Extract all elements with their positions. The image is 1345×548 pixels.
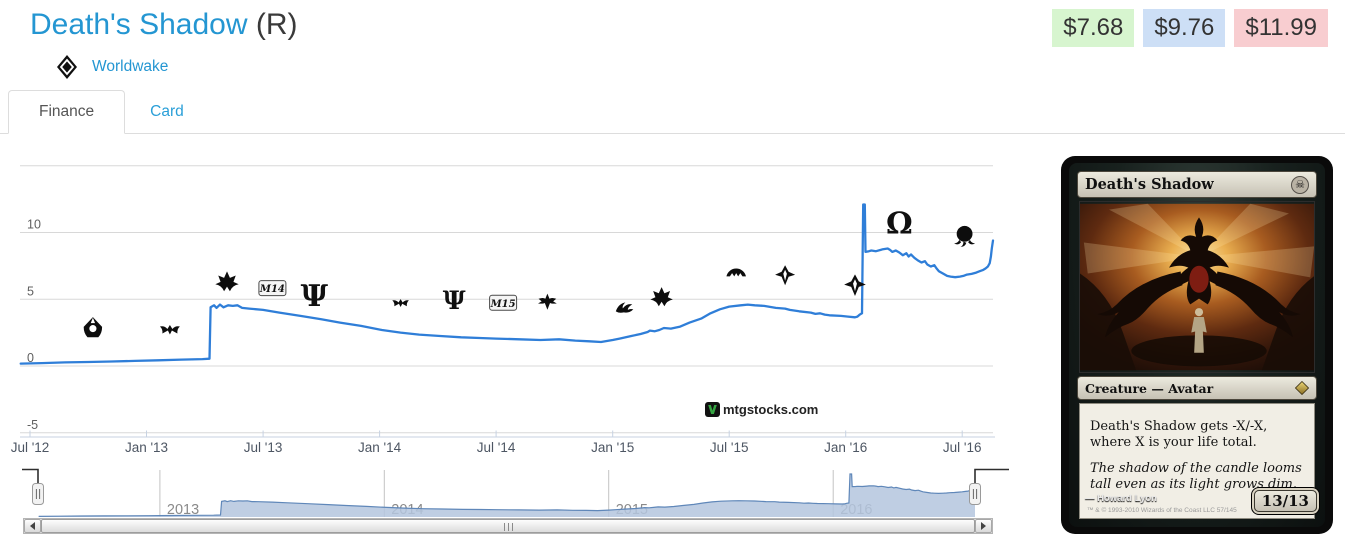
y-axis-label: 5 <box>27 284 34 298</box>
navigator-year-label: 2013 <box>167 502 199 518</box>
svg-text:M14: M14 <box>259 284 285 295</box>
set-release-icon-gatecrash <box>159 325 180 335</box>
card-artist-credit: — Howard Lyon <box>1085 493 1157 504</box>
x-axis-label: Jan '14 <box>358 440 402 455</box>
set-release-icon-battle-for-zendikar <box>775 265 796 286</box>
card-title: Death's Shadow <box>1085 176 1214 193</box>
card-flavor-text: The shadow of the candle looms tall even… <box>1090 460 1302 492</box>
card-rules-text: Death's Shadow gets -X/-X, where X is yo… <box>1090 419 1268 450</box>
left-arrow-icon <box>30 522 35 530</box>
rarity-label: (R) <box>255 8 298 41</box>
card-type-bar: Creature — Avatar <box>1077 376 1317 400</box>
x-axis-label: Jan '15 <box>591 440 634 455</box>
x-axis-label: Jul '13 <box>244 440 283 455</box>
worldwake-set-icon <box>56 54 78 80</box>
x-axis-label: Jan '16 <box>824 440 867 455</box>
tab-bar: Finance Card <box>0 88 1345 134</box>
card-power-toughness: 13/13 <box>1253 490 1317 512</box>
x-axis-label: Jul '16 <box>943 440 982 455</box>
black-mana-icon: ☠ <box>1291 175 1309 194</box>
card-art <box>1079 201 1315 373</box>
mtgstocks-logo-icon <box>705 402 720 417</box>
price-series-line[interactable] <box>19 203 995 365</box>
set-release-icon-shadows-over-innistrad: Ω <box>886 206 913 241</box>
card-type-line: Creature — Avatar <box>1085 380 1214 396</box>
right-arrow-icon <box>981 522 986 530</box>
card-title-bar: Death's Shadow ☠ <box>1077 171 1317 198</box>
set-release-icon-journey-into-nyx: Ψ <box>443 286 466 315</box>
set-link[interactable]: Worldwake <box>92 58 169 75</box>
set-release-icon-m15: M15 <box>489 294 518 311</box>
card-copyright: ™ & © 1993-2010 Wizards of the Coast LLC… <box>1087 507 1237 514</box>
y-axis-label: -5 <box>27 418 38 432</box>
scrollbar-right-button[interactable] <box>975 519 992 533</box>
navigator-area[interactable] <box>38 474 975 517</box>
price-avg-badge: $9.76 <box>1143 9 1226 47</box>
worldwake-rarity-icon <box>1295 381 1309 395</box>
set-release-icon-return-to-ravnica <box>83 317 103 338</box>
page-header: Death's Shadow (R) $7.68 $9.76 $11.99 Wo… <box>0 0 1345 88</box>
navigator-line <box>38 473 976 517</box>
set-release-icon-dragons-of-tarkir <box>650 287 673 307</box>
set-release-icon-eldritch-moon <box>954 225 976 247</box>
x-axis-label: Jul '12 <box>11 440 50 455</box>
page-title: Death's Shadow (R) <box>30 8 298 42</box>
card-image: Death's Shadow ☠ <box>1061 156 1333 534</box>
nav-handle-right[interactable] <box>969 483 981 505</box>
y-axis-label: 10 <box>27 218 41 232</box>
tab-card[interactable]: Card <box>150 103 184 120</box>
mtgstocks-watermark: mtgstocks.com <box>705 402 818 417</box>
price-high-badge: $11.99 <box>1234 9 1328 47</box>
set-release-icon-theros: Ψ <box>301 279 329 314</box>
x-axis-label: Jan '13 <box>125 440 168 455</box>
nav-handle-left[interactable] <box>32 483 44 505</box>
set-release-icon-magic-origins <box>726 268 746 277</box>
price-badges: $7.68 $9.76 $11.99 <box>1052 9 1328 47</box>
svg-text:M15: M15 <box>490 299 516 310</box>
scrollbar-thumb[interactable] <box>41 519 975 533</box>
price-low-badge: $7.68 <box>1052 9 1135 47</box>
card-name-link[interactable]: Death's Shadow <box>30 8 248 41</box>
set-release-icon-m14: M14 <box>258 280 287 297</box>
set-release-icon-khans-of-tarkir <box>538 293 557 310</box>
price-chart[interactable]: -5 0 5 10 Jul '12 Jan '13 Jul '13 Jan '14 Jul '1… <box>0 134 1345 548</box>
navigator-range-outline <box>22 468 1009 484</box>
scrollbar-grip-icon <box>504 523 513 531</box>
y-axis-label: 0 <box>27 351 34 365</box>
set-release-icon-born-of-the-gods <box>392 299 409 308</box>
card-text-box: Death's Shadow gets -X/-X, where X is yo… <box>1079 403 1315 519</box>
x-axis-label: Jul '14 <box>477 440 516 455</box>
set-subtitle: Worldwake <box>56 53 168 81</box>
set-release-icon-fate-reforged <box>615 302 634 313</box>
chart-scrollbar[interactable] <box>23 518 993 534</box>
x-axis-label: Jul '15 <box>710 440 749 455</box>
set-release-icon-dragons-maze <box>215 271 239 292</box>
scrollbar-left-button[interactable] <box>24 519 41 533</box>
price-chart-svg[interactable]: -5 0 5 10 Jul '12 Jan '13 Jul '13 Jan '14 Jul '1… <box>0 134 1012 548</box>
tab-finance[interactable]: Finance <box>8 90 126 134</box>
